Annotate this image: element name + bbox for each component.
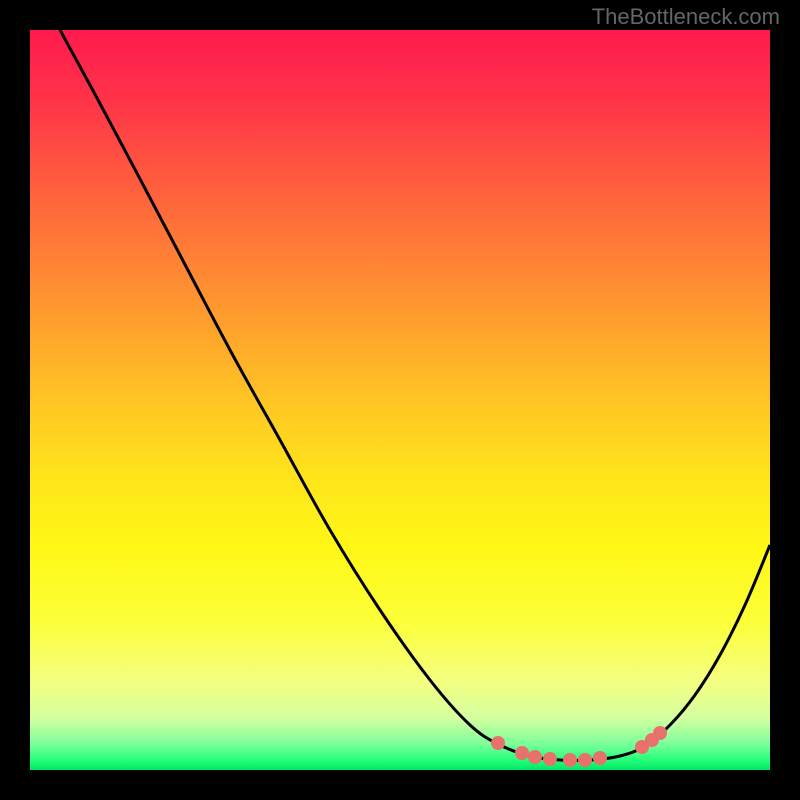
marker-dot <box>491 736 505 750</box>
watermark-text: TheBottleneck.com <box>592 4 780 30</box>
bottleneck-curve <box>60 30 770 761</box>
marker-dot <box>515 746 529 760</box>
plot-area <box>30 30 770 770</box>
curve-markers <box>491 726 667 767</box>
marker-dot <box>543 752 557 766</box>
marker-dot <box>528 750 542 764</box>
marker-dot <box>578 753 592 767</box>
curve-layer <box>30 30 770 770</box>
marker-dot <box>563 753 577 767</box>
marker-dot <box>653 726 667 740</box>
marker-dot <box>593 751 607 765</box>
